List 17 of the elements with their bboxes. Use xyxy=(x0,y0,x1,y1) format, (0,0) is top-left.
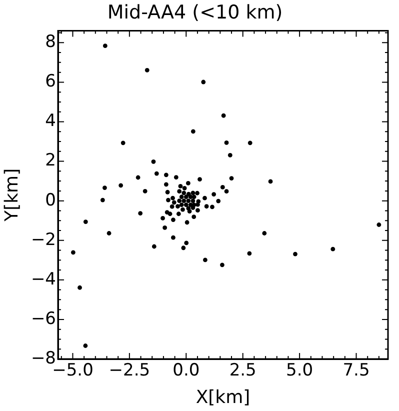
y-tick-label: −6 xyxy=(30,308,56,329)
y-tick-label: 6 xyxy=(45,72,56,92)
y-tick-label: −8 xyxy=(30,348,56,368)
y-tick-label: 4 xyxy=(45,111,56,132)
y-tick-label: −4 xyxy=(30,269,56,290)
y-tick-label: 0 xyxy=(45,190,56,210)
x-tick-label: −2.5 xyxy=(108,360,150,381)
y-tick-label: −2 xyxy=(30,230,56,250)
y-axis-title: Y[km] xyxy=(1,168,22,222)
x-tick-label: 7.5 xyxy=(342,360,370,381)
x-tick-label: 2.5 xyxy=(229,360,256,381)
x-tick-label: 5.0 xyxy=(286,360,314,381)
x-tick-label: 0.0 xyxy=(172,360,200,381)
x-axis-title: X[km] xyxy=(196,386,250,408)
chart-title: Mid-AA4 (<10 km) xyxy=(107,1,283,24)
y-tick-label: 2 xyxy=(45,150,56,171)
y-tick-label: 8 xyxy=(45,32,56,52)
